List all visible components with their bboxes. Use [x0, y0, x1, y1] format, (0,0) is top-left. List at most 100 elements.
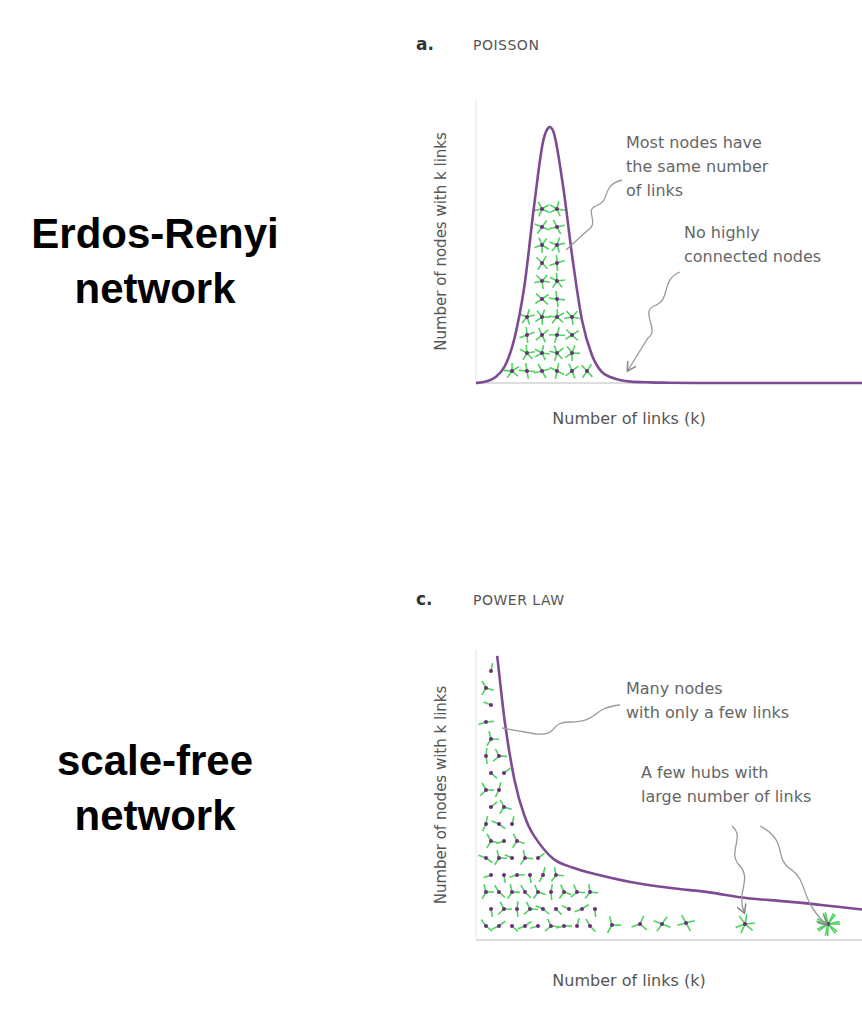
text-line: with only a few links [626, 703, 789, 722]
node-dot [610, 923, 614, 927]
node-glyph [575, 918, 579, 928]
node-glyph [535, 309, 550, 325]
node-glyph [534, 885, 546, 899]
node-glyph [550, 273, 565, 288]
text-line: network [74, 792, 236, 839]
node-dot [484, 890, 488, 894]
node-glyph [551, 867, 564, 881]
node-glyph [549, 255, 564, 271]
node-dot [489, 907, 493, 911]
node-glyph [484, 873, 494, 878]
node-dot [541, 873, 545, 877]
node-dot [515, 839, 519, 843]
text-line: of links [626, 181, 683, 200]
node-dot [525, 351, 529, 355]
node-glyph [545, 919, 559, 931]
annotation-arrow [732, 826, 745, 912]
node-glyph [519, 363, 535, 379]
y-axis-label: Number of nodes with k links [432, 132, 450, 351]
node-glyph [535, 345, 550, 360]
node-dot [540, 333, 544, 337]
node-glyph [492, 821, 506, 829]
node-dot [570, 333, 574, 337]
text-line: scale-free [57, 737, 253, 784]
text-line: Many nodes [626, 679, 723, 698]
node-dot [567, 907, 571, 911]
node-glyph [549, 346, 563, 361]
node-dot [510, 856, 514, 860]
node-dot [575, 890, 579, 894]
node-glyph [816, 912, 840, 936]
node-dot [554, 873, 558, 877]
panel-label: c. [416, 589, 433, 609]
node-glyph [550, 201, 565, 216]
node-dot [554, 907, 558, 911]
node-dot [523, 924, 527, 928]
node-glyph [482, 681, 494, 695]
node-dot [555, 207, 559, 211]
y-axis [476, 100, 477, 383]
node-glyph [489, 771, 497, 778]
node-glyph [489, 802, 497, 809]
node-dot [536, 924, 540, 928]
node-dot [515, 907, 519, 911]
text-line: Erdos-Renyi [31, 210, 278, 257]
node-dot [484, 754, 488, 758]
node-glyph [484, 702, 493, 707]
node-dot [489, 669, 493, 673]
node-glyph [549, 309, 564, 323]
node-glyph [554, 907, 562, 915]
node-dot [540, 225, 544, 229]
node-dot [497, 924, 501, 928]
node-glyph [632, 916, 647, 930]
node-glyph [515, 901, 519, 917]
text-line: Most nodes have [626, 133, 762, 152]
annotation-arrow [566, 180, 622, 250]
node-glyph [502, 873, 506, 883]
node-glyph [479, 855, 493, 862]
node-dot [555, 315, 559, 319]
node-glyph [518, 921, 532, 929]
node-dot [743, 922, 747, 926]
node-glyph [521, 850, 534, 864]
node-dot [555, 261, 559, 265]
node-dot [497, 856, 501, 860]
node-glyph [487, 731, 499, 746]
node-glyph [509, 873, 525, 877]
node-dot [502, 805, 506, 809]
y-axis-label: Number of nodes with k links [432, 685, 450, 904]
node-dot [555, 333, 559, 337]
node-glyph [593, 907, 597, 917]
node-glyph [505, 855, 514, 860]
node-dot [510, 890, 514, 894]
node-glyph [654, 917, 671, 932]
node-dot [489, 703, 493, 707]
node-dot [580, 907, 584, 911]
text-line: large number of links [641, 787, 811, 806]
node-dot [555, 297, 559, 301]
node-dot [536, 890, 540, 894]
node-glyph [586, 919, 596, 932]
annotation: No highlyconnected nodes [684, 223, 821, 266]
node-dot [555, 369, 559, 373]
node-dot [523, 890, 527, 894]
node-dot [502, 907, 506, 911]
node-dot [502, 771, 506, 775]
node-glyph [534, 238, 548, 253]
node-glyph [508, 884, 520, 899]
node-glyph [550, 363, 564, 379]
panel-label: a. [416, 34, 434, 54]
node-glyph [495, 850, 507, 865]
node-dot [540, 369, 544, 373]
node-glyph [498, 902, 512, 915]
node-dot [523, 856, 527, 860]
node-glyph [549, 884, 553, 900]
node-glyph [582, 364, 593, 377]
node-glyph [483, 816, 488, 831]
panel-title: POWER LAW [473, 592, 565, 608]
node-glyph [564, 311, 580, 325]
y-axis [476, 650, 477, 940]
node-glyph [575, 905, 589, 912]
node-glyph [535, 294, 548, 305]
node-glyph [571, 885, 585, 897]
